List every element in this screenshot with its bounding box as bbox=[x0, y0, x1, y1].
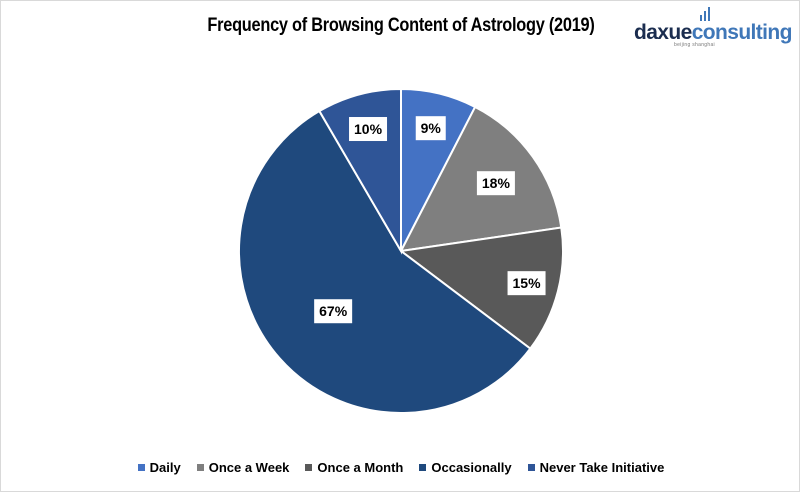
data-label: 9% bbox=[421, 120, 442, 136]
data-label: 18% bbox=[482, 175, 511, 191]
pie-slice-occasionally bbox=[238, 109, 532, 414]
legend-label: Once a Month bbox=[317, 460, 404, 475]
legend-label: Daily bbox=[149, 460, 181, 475]
legend-item: Occasionally bbox=[419, 460, 512, 475]
legend-label: Once a Week bbox=[208, 460, 290, 475]
legend-item: Once a Month bbox=[305, 460, 403, 475]
logo-wordmark: daxueconsulting bbox=[634, 21, 792, 45]
legend-item: Daily bbox=[137, 460, 181, 475]
chart-legend: Daily Once a Week Once a Month Occasionally… bbox=[1, 460, 800, 475]
legend-swatch bbox=[419, 464, 427, 471]
data-label: 67% bbox=[319, 303, 348, 319]
logo-tagline: beijing shanghai bbox=[674, 42, 715, 48]
data-label-box bbox=[476, 171, 515, 196]
legend-swatch bbox=[137, 464, 145, 471]
logo-word-daxue: daxue bbox=[634, 21, 692, 44]
data-label-box bbox=[507, 271, 546, 296]
legend-item: Once a Week bbox=[196, 460, 290, 475]
legend-label: Occasionally bbox=[431, 460, 512, 475]
legend-swatch bbox=[196, 464, 204, 471]
legend-swatch bbox=[305, 464, 313, 471]
daxue-consulting-logo: daxueconsulting beijing shanghai bbox=[634, 7, 799, 49]
data-label: 10% bbox=[354, 121, 383, 137]
logo-bars-icon bbox=[700, 7, 714, 21]
data-label: 15% bbox=[513, 275, 542, 291]
legend-item: Never Take Initiative bbox=[527, 460, 665, 475]
pie-slice-once-a-month bbox=[398, 226, 564, 351]
legend-label: Never Take Initiative bbox=[539, 460, 665, 475]
data-label-box bbox=[349, 117, 388, 142]
legend-swatch bbox=[527, 464, 535, 471]
logo-word-consulting: consulting bbox=[691, 21, 793, 44]
chart-title: Frequency of Browsing Content of Astrolo… bbox=[207, 15, 595, 36]
data-label-box bbox=[415, 116, 446, 141]
data-label-box bbox=[314, 299, 353, 324]
